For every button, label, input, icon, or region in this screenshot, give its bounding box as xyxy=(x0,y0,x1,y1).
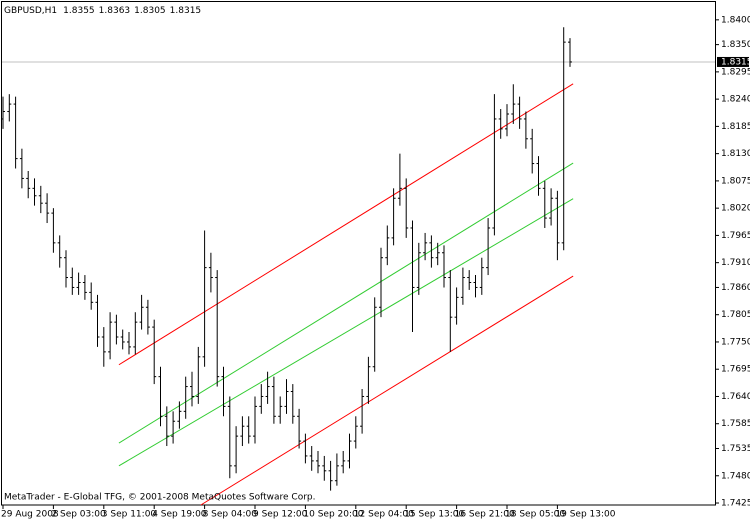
y-tick-label: 1.7640 xyxy=(721,392,750,402)
channel-line xyxy=(200,275,574,506)
y-tick-label: 1.8400 xyxy=(721,15,750,25)
footer: MetaTrader - E-Global TFG, © 2001-2008 M… xyxy=(4,493,316,503)
plot-frame xyxy=(1,1,716,506)
y-tick-label: 1.7750 xyxy=(721,337,750,347)
y-tick-label: 1.7695 xyxy=(721,365,750,375)
channel-line xyxy=(118,162,574,444)
x-tick-label: 4 Sep 19:00 xyxy=(152,510,207,520)
y-tick-label: 1.7805 xyxy=(721,310,750,320)
x-tick-label: 10 Sep 20:00 xyxy=(303,510,363,520)
y-tick-label: 1.7585 xyxy=(721,419,750,429)
y-tick-label: 1.7480 xyxy=(721,471,750,481)
current-price-label: 1.8315 xyxy=(721,57,750,67)
last-open: 1.8355 xyxy=(63,6,95,16)
y-tick-label: 1.8350 xyxy=(721,40,750,50)
current-price-box xyxy=(717,56,749,67)
x-tick-label: 2 Sep 03:00 xyxy=(51,510,106,520)
chart-title: GBPUSD,H1 1.8355 1.8363 1.8305 1.8315 xyxy=(4,6,201,16)
channel-line xyxy=(118,83,574,366)
y-tick-label: 1.8185 xyxy=(721,122,750,132)
y-tick-label: 1.8240 xyxy=(721,95,750,105)
x-tick-label: 29 Aug 2008 xyxy=(1,510,59,520)
x-tick-label: 19 Sep 13:00 xyxy=(555,510,615,520)
last-high: 1.8363 xyxy=(99,6,131,16)
last-close: 1.8315 xyxy=(170,6,202,16)
symbol: GBPUSD,H1 xyxy=(4,6,57,16)
channel-line xyxy=(118,198,574,467)
y-tick-label: 1.7965 xyxy=(721,231,750,241)
y-tick-label: 1.7910 xyxy=(721,258,750,268)
y-tick-label: 1.8130 xyxy=(721,149,750,159)
x-tick-label: 8 Sep 04:00 xyxy=(203,510,258,520)
x-tick-label: 16 Sep 21:00 xyxy=(455,510,515,520)
last-low: 1.8305 xyxy=(134,6,166,16)
y-tick-label: 1.8295 xyxy=(721,67,750,77)
y-tick-label: 1.7535 xyxy=(721,444,750,454)
x-tick-label: 9 Sep 12:00 xyxy=(253,510,308,520)
y-tick-label: 1.8075 xyxy=(721,176,750,186)
y-tick-label: 1.7860 xyxy=(721,283,750,293)
x-tick-label: 15 Sep 13:00 xyxy=(404,510,464,520)
x-tick-label: 3 Sep 11:00 xyxy=(102,510,157,520)
x-tick-label: 18 Sep 05:00 xyxy=(505,510,565,520)
y-tick-label: 1.8020 xyxy=(721,204,750,214)
x-tick-label: 12 Sep 04:00 xyxy=(354,510,414,520)
y-tick-label: 1.7425 xyxy=(721,499,750,509)
